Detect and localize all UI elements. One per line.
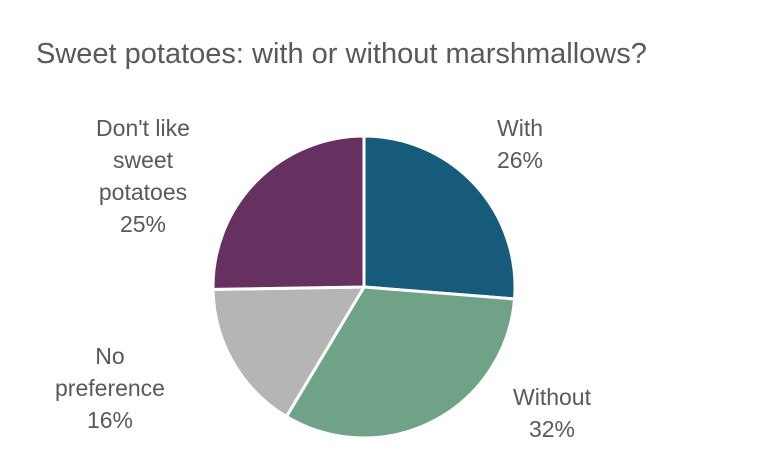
- slice-name: Without: [513, 384, 591, 410]
- slice-label-with: With 26%: [488, 112, 552, 176]
- slice-name: Don't like sweet potatoes: [96, 115, 190, 205]
- slice-label-without: Without 32%: [497, 381, 607, 445]
- slice-percent: 25%: [119, 211, 167, 237]
- slice-percent: 16%: [86, 407, 134, 433]
- chart-title: Sweet potatoes: with or without marshmal…: [36, 38, 647, 70]
- slice-label-no-preference: No preference 16%: [20, 340, 200, 436]
- slice-without: [284, 285, 517, 440]
- slice-with: [362, 134, 517, 301]
- slice-name: No preference: [55, 343, 165, 401]
- slice-no-preference: [211, 285, 366, 419]
- slice-name: With: [497, 115, 543, 141]
- slice-label-dont-like: Don't like sweet potatoes 25%: [78, 112, 208, 240]
- slice-dont-like: [211, 134, 366, 291]
- slice-percent: 32%: [528, 416, 576, 442]
- slice-percent: 26%: [496, 147, 544, 173]
